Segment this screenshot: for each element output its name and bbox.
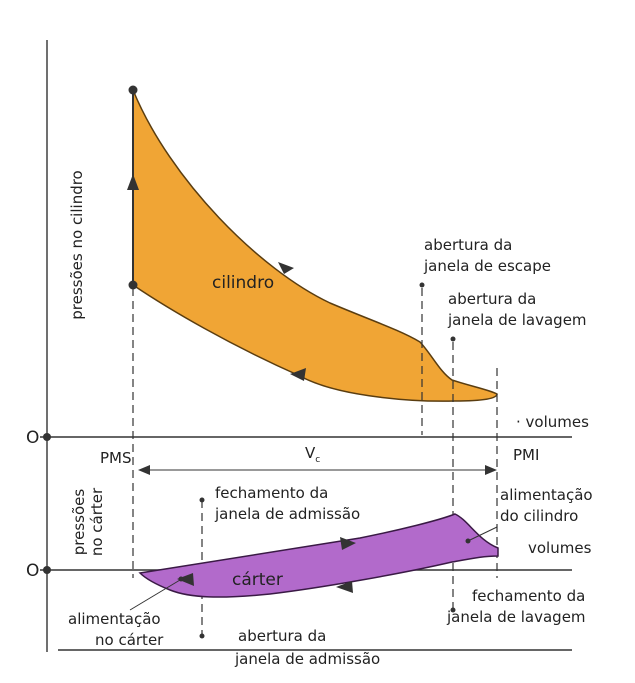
span-subscript: c: [315, 455, 320, 465]
point: [199, 497, 205, 503]
pms-label: PMS: [100, 449, 132, 467]
span-label: V: [305, 444, 316, 462]
annotation: janela de lavagem: [447, 311, 587, 329]
arrow: [485, 465, 497, 475]
point: [465, 538, 471, 544]
annotation: fechamento da: [472, 587, 585, 605]
annotation: abertura da: [238, 627, 326, 645]
y-axis-label: pressões no cilindro: [68, 170, 86, 319]
arrow: [138, 465, 150, 475]
annotation: no cárter: [95, 631, 164, 649]
area-label: cilindro: [212, 273, 274, 293]
x-axis-label: volumes: [526, 413, 590, 431]
annotation: do cilindro: [500, 507, 578, 525]
origin-label: O: [26, 561, 39, 581]
leader: [469, 526, 498, 541]
span-label: Vc: [305, 444, 320, 465]
arrow: [290, 368, 306, 381]
y-axis-label: pressões: [70, 489, 88, 556]
x-axis-label: volumes: [528, 539, 592, 557]
y-axis-label: no cárter: [88, 487, 106, 556]
annotation: janela de lavagem: [446, 608, 586, 626]
annotation: fechamento da: [215, 484, 328, 502]
x-axis-label: · volumes: [516, 413, 589, 431]
arrow: [278, 262, 294, 274]
annotation: abertura da: [448, 290, 536, 308]
point: [128, 85, 138, 95]
annotation: janela de escape: [423, 257, 551, 275]
annotation: janela de admissão: [234, 650, 380, 668]
annotation: abertura da: [424, 236, 512, 254]
point: [419, 282, 425, 288]
point: [199, 633, 205, 639]
origin-dot: [43, 433, 51, 441]
leader: [129, 579, 181, 611]
origin-dot: [43, 566, 51, 574]
arrow: [127, 174, 139, 190]
point: [178, 576, 184, 582]
pmi-label: PMI: [513, 446, 539, 464]
point: [128, 280, 138, 290]
area-label: cárter: [232, 570, 283, 590]
annotation: janela de admissão: [214, 505, 360, 523]
point: [450, 607, 456, 613]
point: [450, 336, 456, 342]
annotation: alimentação: [68, 610, 161, 628]
arrow: [336, 581, 353, 593]
arrow: [177, 573, 194, 586]
arrow: [340, 537, 356, 550]
annotation: alimentação: [500, 486, 593, 504]
origin-label: O: [26, 428, 39, 448]
